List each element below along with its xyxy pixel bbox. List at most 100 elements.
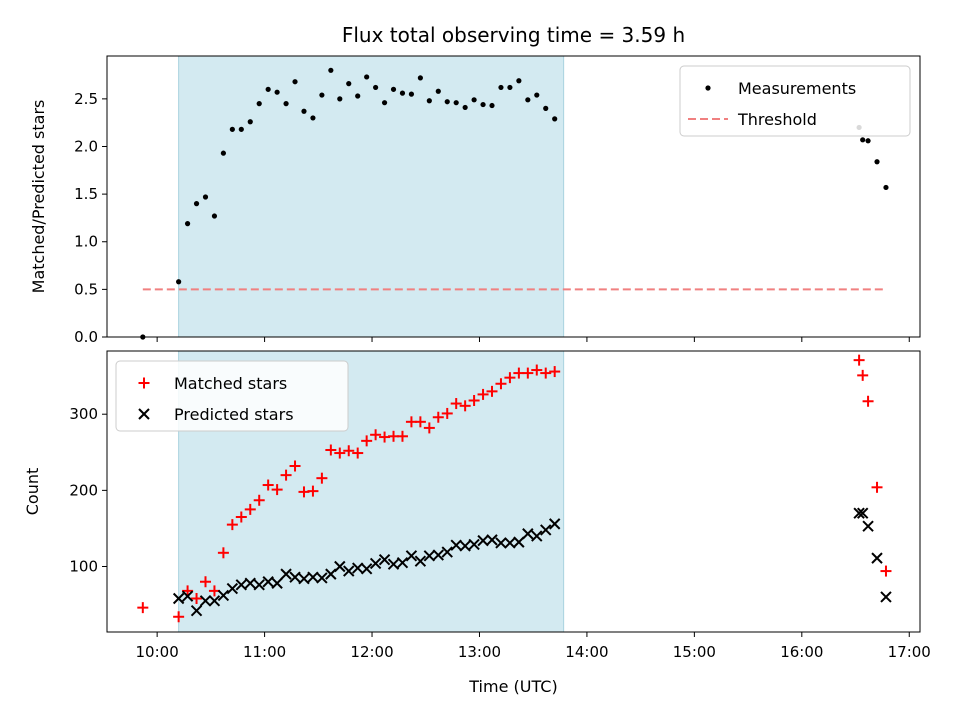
measurement-point: [301, 108, 307, 114]
predicted-stars-point: [477, 534, 489, 547]
measurement-point: [507, 84, 513, 91]
predicted-stars-point: [262, 576, 274, 588]
legend-label: Threshold: [737, 110, 817, 129]
bottom-y-ticks: 100 200 300: [69, 405, 107, 576]
predicted-stars-point: [217, 589, 230, 602]
predicted-stars-point: [522, 528, 534, 540]
matched-stars-point: [173, 611, 185, 623]
predicted-stars-point: [862, 520, 874, 532]
measurement-point: [381, 100, 388, 106]
legend-label: Matched stars: [174, 374, 287, 393]
predicted-stars-point: [414, 555, 427, 567]
measurement-point: [453, 100, 459, 106]
measurement-point: [247, 119, 253, 125]
predicted-stars-point: [459, 540, 471, 552]
measurement-point: [229, 126, 235, 132]
predicted-stars-point: [856, 507, 869, 519]
bottom-plot-marks: [137, 354, 892, 623]
chart-title: Flux total observing time = 3.59 h: [342, 23, 685, 47]
x-tick-label: 16:00: [780, 643, 823, 661]
matched-stars-point: [531, 364, 543, 376]
predicted-stars-point: [405, 550, 418, 562]
measurement-point: [238, 126, 244, 132]
matched-stars-point: [549, 366, 561, 378]
predicted-stars-point: [396, 556, 409, 569]
legend-marker: [705, 85, 711, 91]
predicted-stars-point: [334, 560, 346, 573]
y-tick-label: 1.5: [74, 185, 98, 203]
matched-stars-point: [486, 385, 498, 397]
matched-stars-point: [871, 481, 883, 493]
matched-stars-point: [271, 484, 283, 496]
x-tick-label: 10:00: [136, 643, 179, 661]
measurement-point: [328, 67, 334, 73]
top-legend: Measurements Threshold: [679, 65, 911, 137]
predicted-stars-point: [495, 537, 507, 549]
top-y-ticks: 0.0 0.5 1.0 1.5 2.0 2.5: [74, 90, 107, 346]
x-axis-label: Time (UTC): [468, 677, 557, 696]
measurement-point: [390, 86, 397, 92]
matched-stars-point: [477, 388, 489, 400]
predicted-stars-point: [548, 518, 561, 530]
matched-stars-point: [235, 511, 247, 523]
legend-marker: [138, 408, 150, 420]
matched-stars-point: [862, 395, 874, 407]
predicted-stars-point: [351, 562, 364, 574]
matched-stars-point: [217, 547, 229, 559]
matched-stars-point: [495, 378, 507, 390]
measurement-point: [516, 78, 522, 84]
matched-stars-point: [262, 479, 274, 491]
predicted-stars-point: [504, 537, 516, 549]
matched-stars-point: [199, 576, 211, 588]
predicted-stars-point: [441, 546, 453, 558]
measurement-point: [471, 97, 477, 103]
y-tick-label: 0.0: [74, 328, 98, 346]
measurement-point: [256, 101, 262, 107]
predicted-stars-point: [253, 579, 265, 591]
predicted-stars-point: [880, 591, 892, 603]
measurement-point: [883, 184, 889, 191]
matched-stars-point: [459, 400, 471, 412]
measurement-point: [860, 137, 866, 143]
predicted-stars-point: [316, 572, 328, 584]
predicted-stars-point: [432, 549, 444, 561]
predicted-stars-point: [208, 595, 221, 607]
matched-stars-point: [361, 435, 373, 447]
matched-stars-point: [244, 503, 256, 515]
legend-box: [115, 360, 349, 432]
predicted-stars-point: [387, 558, 400, 570]
matched-stars-point: [880, 565, 892, 577]
measurement-point: [202, 194, 209, 200]
measurement-point: [193, 201, 200, 207]
measurement-point: [319, 92, 325, 98]
measurement-point: [283, 101, 289, 107]
matched-stars-point: [370, 429, 382, 441]
measurement-point: [292, 79, 298, 85]
matched-stars-point: [253, 494, 265, 506]
y-tick-label: 300: [69, 405, 98, 423]
predicted-stars-point: [343, 565, 355, 577]
matched-stars-point: [441, 407, 453, 419]
predicted-stars-point: [190, 604, 203, 617]
predicted-stars-point: [307, 571, 319, 583]
measurement-point: [265, 86, 271, 92]
measurement-point: [462, 104, 468, 111]
predicted-stars-point: [244, 577, 256, 589]
predicted-stars-point: [450, 539, 462, 551]
predicted-stars-point: [298, 572, 310, 585]
predicted-stars-point: [871, 552, 883, 564]
predicted-stars-point: [531, 530, 543, 542]
predicted-stars-point: [378, 553, 391, 566]
legend-label: Predicted stars: [174, 405, 294, 424]
x-tick-label: 15:00: [673, 643, 716, 661]
bottom-axes-frame: [106, 350, 921, 633]
matched-stars-point: [857, 369, 869, 381]
measurement-point: [408, 91, 415, 97]
matched-stars-point: [226, 519, 238, 531]
measurement-point: [444, 99, 450, 105]
predicted-stars-point: [423, 550, 436, 562]
y-tick-label: 0.5: [74, 280, 98, 298]
measurement-point: [184, 221, 191, 227]
measurement-point: [498, 84, 504, 91]
